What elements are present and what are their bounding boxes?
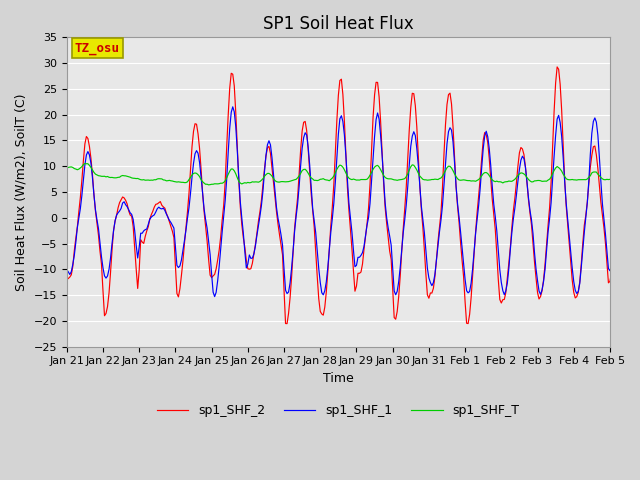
sp1_SHF_2 [63, 276, 70, 282]
sp1_SHF_1 [229, 104, 237, 110]
sp1_SHF_1 [564, 216, 572, 222]
Title: SP1 Soil Heat Flux: SP1 Soil Heat Flux [263, 15, 413, 33]
sp1_SHF_2 [564, 222, 572, 228]
sp1_SHF_1 [100, 273, 108, 279]
sp1_SHF_2 [362, 233, 369, 239]
sp1_SHF_T [639, 175, 640, 180]
sp1_SHF_1 [363, 222, 371, 228]
sp1_SHF_2 [476, 175, 484, 181]
sp1_SHF_1 [83, 152, 90, 158]
sp1_SHF_T [205, 182, 212, 188]
sp1_SHF_T [63, 165, 70, 171]
sp1_SHF_T [81, 161, 89, 167]
Y-axis label: Soil Heat Flux (W/m2), SoilT (C): Soil Heat Flux (W/m2), SoilT (C) [15, 93, 28, 291]
sp1_SHF_1 [63, 267, 70, 273]
sp1_SHF_1 [211, 294, 218, 300]
sp1_SHF_2 [639, 248, 640, 254]
Line: sp1_SHF_2: sp1_SHF_2 [67, 67, 640, 324]
sp1_SHF_2 [100, 313, 108, 319]
sp1_SHF_1 [478, 165, 486, 170]
sp1_SHF_2 [554, 64, 561, 70]
Legend: sp1_SHF_2, sp1_SHF_1, sp1_SHF_T: sp1_SHF_2, sp1_SHF_1, sp1_SHF_T [152, 399, 525, 422]
sp1_SHF_T [84, 161, 92, 167]
Text: TZ_osu: TZ_osu [75, 42, 120, 55]
sp1_SHF_T [363, 176, 371, 182]
sp1_SHF_T [102, 174, 110, 180]
X-axis label: Time: Time [323, 372, 354, 385]
sp1_SHF_2 [83, 133, 90, 139]
Line: sp1_SHF_T: sp1_SHF_T [67, 164, 640, 185]
sp1_SHF_T [478, 173, 486, 179]
Line: sp1_SHF_1: sp1_SHF_1 [67, 107, 640, 297]
sp1_SHF_2 [284, 321, 291, 326]
sp1_SHF_T [564, 177, 572, 182]
sp1_SHF_1 [639, 240, 640, 245]
